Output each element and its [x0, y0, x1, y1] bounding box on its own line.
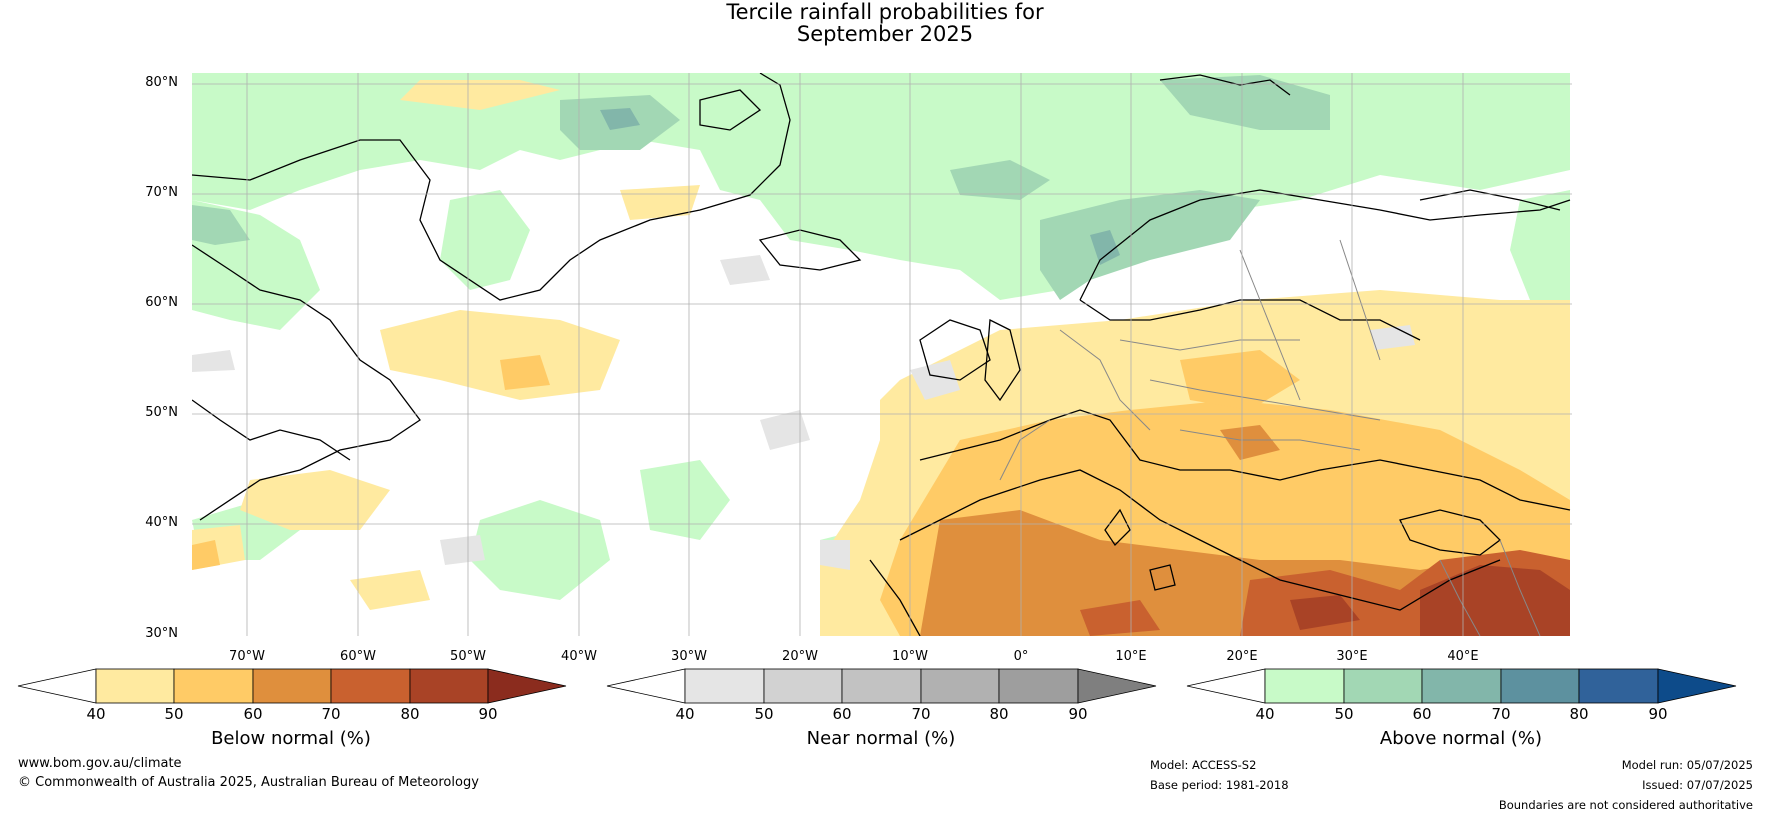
colorbar-above-tick: 40 [1255, 705, 1275, 723]
country-borders [999, 239, 1541, 636]
colorbar-near-tick: 70 [911, 705, 931, 723]
above-normal-regions [192, 73, 1570, 600]
lon-label-0: 0° [1013, 649, 1029, 664]
lat-label-60n: 60°N [145, 295, 178, 310]
colorbar-near-label: Near normal (%) [806, 728, 956, 749]
colorbar-below-tick: 60 [243, 705, 263, 723]
colorbar-near-tick: 40 [675, 705, 695, 723]
chart-title-line2: September 2025 [796, 22, 974, 46]
footer-issued: Issued: 07/07/2025 [1642, 778, 1753, 792]
coastlines [192, 73, 1571, 636]
colorbar-above-tick: 90 [1648, 705, 1668, 723]
lon-label-30e: 30°E [1336, 649, 1368, 664]
colorbar-near-tick: 50 [754, 705, 774, 723]
colorbar-above-tick: 70 [1491, 705, 1511, 723]
colorbar-below-tick: 90 [478, 705, 498, 723]
graticule [192, 73, 1572, 636]
colorbar-near-tick: 60 [832, 705, 852, 723]
colorbar-above-tick: 80 [1569, 705, 1589, 723]
near-normal-regions [192, 255, 1415, 570]
footer-copyright: © Commonwealth of Australia 2025, Austra… [18, 775, 479, 790]
colorbar-near-tick: 80 [989, 705, 1009, 723]
chart-title-line1: Tercile rainfall probabilities for [726, 0, 1044, 24]
lon-label-10e: 10°E [1115, 649, 1147, 664]
lon-label-40w: 40°W [561, 649, 597, 664]
colorbar-above-tick: 50 [1334, 705, 1354, 723]
colorbar-below-tick: 40 [86, 705, 106, 723]
footer-disclaimer: Boundaries are not considered authoritat… [1498, 798, 1753, 812]
colorbar-below [17, 668, 567, 704]
footer-base-period: Base period: 1981-2018 [1150, 778, 1289, 792]
lon-label-70w: 70°W [229, 649, 265, 664]
lat-label-30n: 30°N [145, 626, 178, 641]
lat-label-40n: 40°N [145, 515, 178, 530]
lat-label-70n: 70°N [145, 185, 178, 200]
lat-label-50n: 50°N [145, 405, 178, 420]
lon-label-30w: 30°W [671, 649, 707, 664]
colorbar-below-tick: 80 [400, 705, 420, 723]
colorbar-above-label: Above normal (%) [1379, 728, 1543, 749]
footer-website: www.bom.gov.au/climate [18, 756, 182, 771]
above-normal-regions-60 [600, 108, 1120, 265]
colorbar-below-tick: 50 [164, 705, 184, 723]
colorbar-below-tick: 70 [321, 705, 341, 723]
lon-label-40e: 40°E [1447, 649, 1479, 664]
lat-label-80n: 80°N [145, 75, 178, 90]
colorbar-above [1186, 668, 1737, 704]
colorbar-near [606, 668, 1157, 704]
colorbar-below-label: Below normal (%) [211, 728, 371, 749]
lon-label-20w: 20°W [782, 649, 818, 664]
footer-model-run: Model run: 05/07/2025 [1621, 758, 1753, 772]
lon-label-20e: 20°E [1226, 649, 1258, 664]
colorbar-near-tick: 90 [1068, 705, 1088, 723]
lon-label-50w: 50°W [450, 649, 486, 664]
lon-label-60w: 60°W [340, 649, 376, 664]
colorbar-above-tick: 60 [1412, 705, 1432, 723]
footer-model: Model: ACCESS-S2 [1150, 758, 1257, 772]
lon-label-10w: 10°W [892, 649, 928, 664]
